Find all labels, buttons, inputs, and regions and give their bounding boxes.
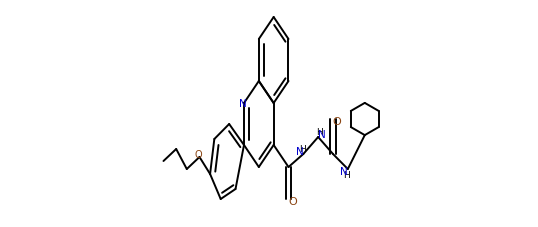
Text: N: N <box>239 99 247 109</box>
Text: N: N <box>318 130 326 140</box>
Text: H: H <box>316 127 323 136</box>
Text: N: N <box>340 167 348 177</box>
Text: O: O <box>195 149 202 159</box>
Text: N: N <box>296 147 304 157</box>
Text: H: H <box>344 170 350 179</box>
Text: O: O <box>288 196 297 206</box>
Text: H: H <box>299 144 306 153</box>
Text: O: O <box>332 117 342 127</box>
